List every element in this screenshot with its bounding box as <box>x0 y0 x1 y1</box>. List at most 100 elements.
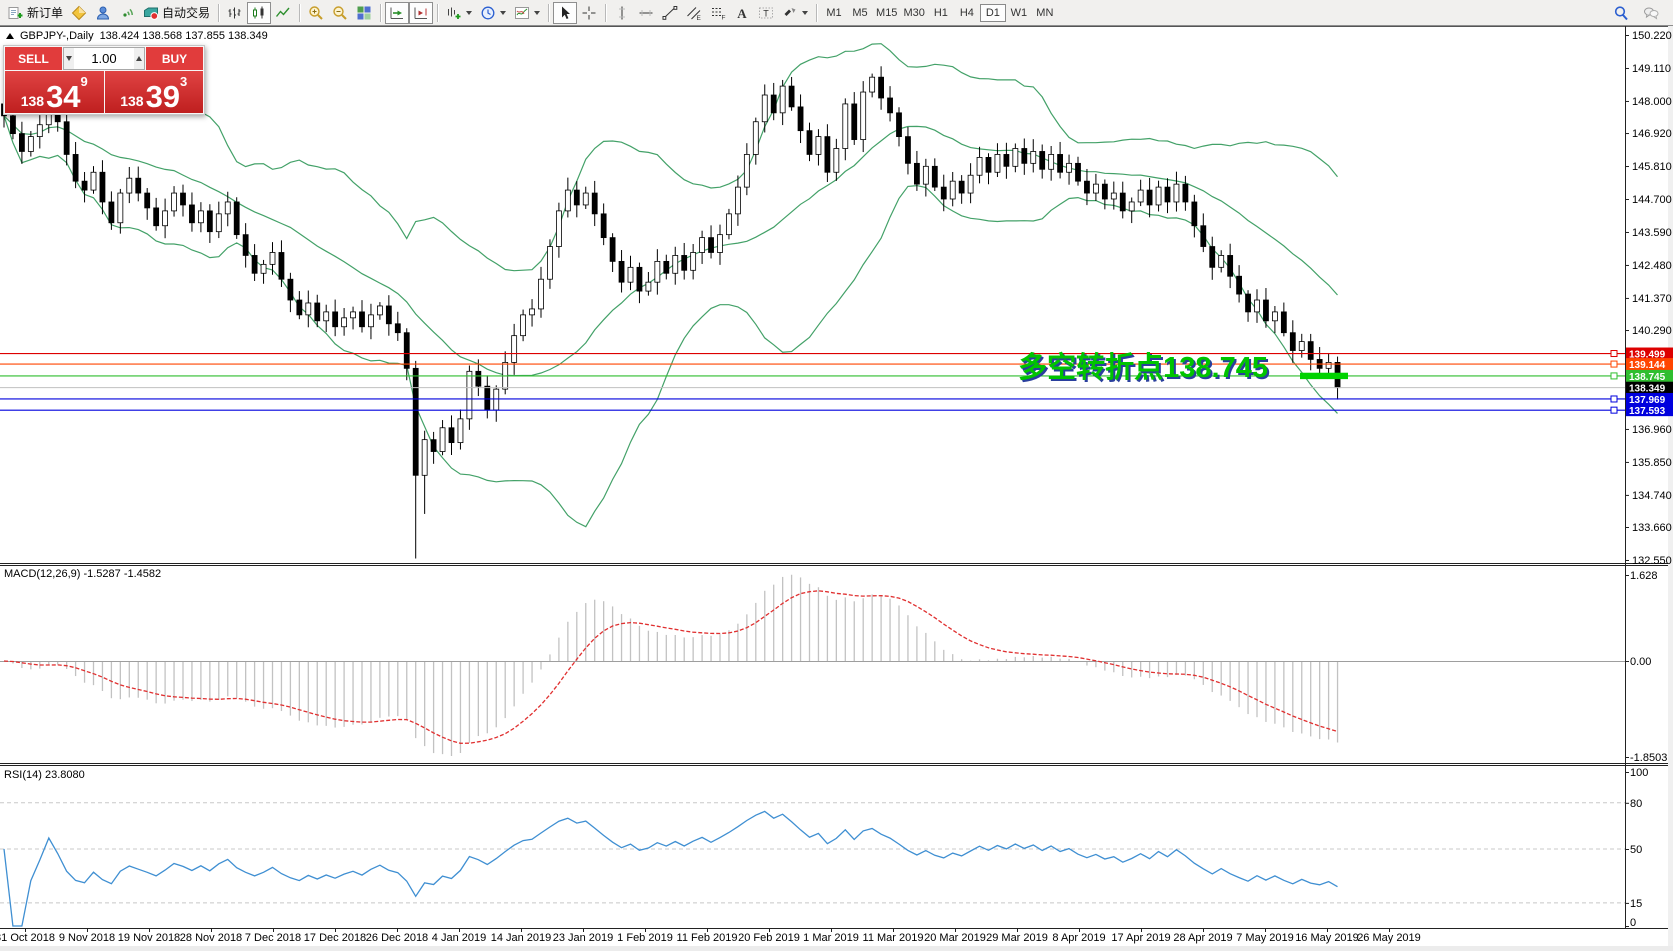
sell-price-tile[interactable]: 138 34 9 <box>5 71 104 113</box>
chevron-down-icon <box>466 10 473 15</box>
autotrading-button[interactable]: 自动交易 <box>139 2 214 24</box>
linechart-icon <box>275 7 290 17</box>
svg-text:135.850: 135.850 <box>1632 457 1672 469</box>
svg-text:132.550: 132.550 <box>1632 555 1672 567</box>
volume-decrease-button[interactable] <box>64 48 75 69</box>
sell-button[interactable]: SELL <box>5 47 62 70</box>
svg-text:A: A <box>737 6 747 21</box>
timeframe-w1-button[interactable]: W1 <box>1006 4 1032 22</box>
horizontal-line-button[interactable] <box>634 2 658 24</box>
labelt-icon: T <box>759 7 774 18</box>
vertical-line-button[interactable] <box>610 2 634 24</box>
quotes-button[interactable] <box>67 2 91 24</box>
timeframe-d1-button[interactable]: D1 <box>979 3 1006 22</box>
svg-text:138.745: 138.745 <box>1629 372 1666 383</box>
auto-scroll-button[interactable] <box>385 1 410 24</box>
svg-text:26 Dec 2018: 26 Dec 2018 <box>366 932 428 944</box>
pivot-annotation-text[interactable]: 多空转折点138.745 <box>1018 352 1268 384</box>
svg-text:23 Jan 2019: 23 Jan 2019 <box>553 932 614 944</box>
chevron-down-icon <box>802 10 809 15</box>
svg-text:E: E <box>697 15 702 21</box>
svg-text:F: F <box>722 14 726 21</box>
sell-price-big: 34 <box>46 78 81 114</box>
text-button[interactable]: A <box>730 2 754 24</box>
chat-button[interactable] <box>1639 2 1663 24</box>
vline-icon <box>619 6 626 19</box>
profile-button[interactable] <box>91 2 115 24</box>
volume-increase-button[interactable] <box>133 48 144 69</box>
sell-price-sup: 9 <box>80 74 88 89</box>
trendline-icon <box>662 5 678 20</box>
svg-text:4 Jan 2019: 4 Jan 2019 <box>432 932 486 944</box>
toolbar-separator <box>299 3 301 22</box>
indicators-dropdown[interactable] <box>510 2 544 24</box>
clock-icon <box>481 6 495 19</box>
signals-icon <box>123 8 133 17</box>
fibonacci-button[interactable]: F <box>706 2 730 24</box>
volume-input[interactable] <box>74 48 134 69</box>
svg-text:19 Nov 2018: 19 Nov 2018 <box>118 932 180 944</box>
buy-price-small: 138 <box>120 93 144 109</box>
arrows-dropdown[interactable] <box>778 2 812 24</box>
fibo-icon: F <box>712 7 726 21</box>
timeframe-m5-button[interactable]: M5 <box>847 4 873 22</box>
svg-text:14 Jan 2019: 14 Jan 2019 <box>491 932 552 944</box>
chartshift-icon <box>414 7 428 19</box>
svg-text:7 Dec 2018: 7 Dec 2018 <box>245 932 301 944</box>
svg-text:100: 100 <box>1630 767 1648 779</box>
toolbar-separator <box>218 3 220 22</box>
svg-text:-1.8503: -1.8503 <box>1630 752 1667 764</box>
line-chart-button[interactable] <box>271 2 295 24</box>
svg-text:28 Apr 2019: 28 Apr 2019 <box>1173 932 1232 944</box>
signals-button[interactable] <box>115 2 139 24</box>
toolbar-separator <box>548 3 550 22</box>
buy-price-tile[interactable]: 138 39 3 <box>104 71 203 113</box>
chevron-down-icon <box>534 10 541 15</box>
svg-text:140.290: 140.290 <box>1632 325 1672 337</box>
new-chart-dropdown[interactable] <box>442 2 476 24</box>
bar-chart-button[interactable] <box>223 2 247 24</box>
tile-windows-button[interactable] <box>352 2 376 24</box>
search-button[interactable] <box>1609 2 1633 24</box>
buy-button[interactable]: BUY <box>146 47 203 70</box>
crosshair-button[interactable] <box>577 2 601 24</box>
periods-dropdown[interactable] <box>476 2 510 24</box>
chart-shift-button[interactable] <box>409 1 434 24</box>
zoom-out-button[interactable] <box>328 2 352 24</box>
channel-button[interactable]: E <box>682 2 706 24</box>
timeframe-m1-button[interactable]: M1 <box>821 4 847 22</box>
svg-text:16 May 2019: 16 May 2019 <box>1295 932 1359 944</box>
cursor-button[interactable] <box>553 1 578 24</box>
svg-text:139.144: 139.144 <box>1629 360 1666 371</box>
hline-icon <box>639 9 653 16</box>
svg-text:28 Nov 2018: 28 Nov 2018 <box>180 932 242 944</box>
zoomin-icon <box>309 5 323 20</box>
bars-icon <box>228 7 241 18</box>
one-click-trading-panel: SELL BUY 138 34 9 138 39 3 <box>3 45 205 115</box>
price-chart[interactable]: 150.220 149.110 148.000 146.920 145.810 144.7… <box>0 26 1673 951</box>
timeframe-m30-button[interactable]: M30 <box>900 4 927 22</box>
chevron-down-icon <box>500 10 507 15</box>
new-order-button[interactable]: 新订单 <box>4 2 67 24</box>
zoom-in-button[interactable] <box>304 2 328 24</box>
candlestick-button[interactable] <box>247 1 272 24</box>
svg-text:146.920: 146.920 <box>1632 128 1672 140</box>
svg-text:9 Nov 2018: 9 Nov 2018 <box>59 932 115 944</box>
diamond-icon <box>71 5 87 20</box>
svg-text:11 Mar 2019: 11 Mar 2019 <box>863 932 924 944</box>
svg-text:143.590: 143.590 <box>1632 227 1672 239</box>
timeframe-h1-button[interactable]: H1 <box>928 4 954 22</box>
timeframe-m15-button[interactable]: M15 <box>873 4 900 22</box>
timeframe-h4-button[interactable]: H4 <box>954 4 980 22</box>
label-button[interactable]: T <box>754 2 778 24</box>
svg-text:1 Mar 2019: 1 Mar 2019 <box>803 932 859 944</box>
collapse-panel-icon[interactable] <box>6 33 14 39</box>
svg-text:149.110: 149.110 <box>1632 63 1671 75</box>
svg-text:31 Oct 2018: 31 Oct 2018 <box>0 932 55 944</box>
toolbar-separator <box>437 3 439 22</box>
trendline-button[interactable] <box>658 2 682 24</box>
chart-canvas[interactable]: 150.220 149.110 148.000 146.920 145.810 144.7… <box>0 26 1673 951</box>
channel-icon: E <box>687 6 702 21</box>
search-icon <box>1614 5 1628 20</box>
timeframe-mn-button[interactable]: MN <box>1032 4 1058 22</box>
